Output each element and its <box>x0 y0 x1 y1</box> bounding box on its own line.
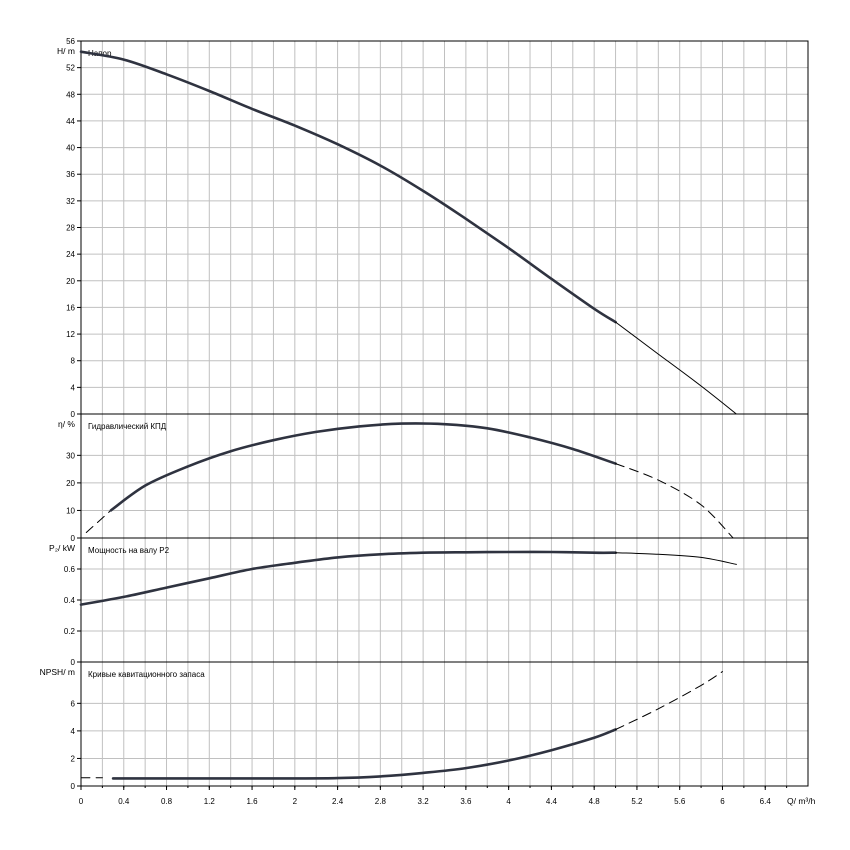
y-axis-label: P₂/ kW <box>49 543 75 553</box>
series-line-thick <box>109 422 617 512</box>
y-tick-label: 24 <box>66 250 75 259</box>
series-line-dashed <box>85 509 112 533</box>
panel-title: Мощность на валу P2 <box>88 546 170 555</box>
y-tick-label: 10 <box>66 506 75 515</box>
panel-title: Напор <box>88 49 112 58</box>
x-axis: 0 0.4 0.8 1.2 1.6 2 2.4 2.8 3.2 3.6 4 4.4 4.8 5.2 5.6 6… <box>79 786 816 806</box>
y-tick-label: 0.4 <box>64 596 76 605</box>
series-line-thin <box>615 321 737 415</box>
x-tick-label: 0 <box>79 797 84 806</box>
panel-3: 0 0.2 0.4 0.6 P₂/ kW Мощность на валу P2 <box>49 537 809 667</box>
y-tick-label: 44 <box>66 117 75 126</box>
x-tick-label: 4 <box>506 797 511 806</box>
x-tick-label: 6 <box>720 797 725 806</box>
x-tick-label: 4.4 <box>546 797 558 806</box>
series-line-thick <box>79 50 617 324</box>
y-tick-label: 2 <box>71 754 76 763</box>
series-line-dashed <box>615 671 723 730</box>
x-tick-label: 2 <box>293 797 298 806</box>
x-tick-label: 5.2 <box>631 797 643 806</box>
y-tick-label: 0 <box>71 534 76 543</box>
y-tick-label: 0 <box>71 658 76 667</box>
x-tick-label: 6.4 <box>760 797 772 806</box>
series-line-thick <box>79 550 617 606</box>
y-tick-label: 20 <box>66 277 75 286</box>
panel-title: Гидравлический КПД <box>88 422 167 431</box>
x-tick-label: 3.2 <box>418 797 430 806</box>
y-axis-label: NPSH/ m <box>40 667 75 677</box>
y-tick-label: 20 <box>66 479 75 488</box>
series-line-thin <box>615 552 737 565</box>
y-tick-label: 4 <box>71 383 76 392</box>
y-tick-label: 0 <box>71 410 76 419</box>
y-tick-label: 40 <box>66 144 75 153</box>
x-tick-label: 3.6 <box>460 797 472 806</box>
y-tick-label: 16 <box>66 303 75 312</box>
y-axis-label: H/ m <box>57 46 75 56</box>
y-tick-label: 30 <box>66 451 75 460</box>
y-tick-label: 0.6 <box>64 565 76 574</box>
y-tick-label: 0 <box>71 782 76 791</box>
y-tick-label: 6 <box>71 699 76 708</box>
x-tick-label: 5.6 <box>674 797 686 806</box>
y-tick-label: 12 <box>66 330 75 339</box>
x-tick-label: 2.8 <box>375 797 387 806</box>
x-tick-label: 1.6 <box>246 797 258 806</box>
y-tick-label: 48 <box>66 90 75 99</box>
x-tick-label: 0.8 <box>161 797 173 806</box>
y-tick-label: 56 <box>66 37 75 46</box>
panel-4: 0 2 4 6 NPSH/ m Кривые кавитационного запаса <box>40 661 809 791</box>
x-tick-label: 1.2 <box>204 797 216 806</box>
x-tick-label: 0.4 <box>118 797 130 806</box>
y-tick-label: 32 <box>66 197 75 206</box>
series-line-thick <box>111 728 617 780</box>
x-tick-label: 2.4 <box>332 797 344 806</box>
y-tick-label: 8 <box>71 357 76 366</box>
y-tick-label: 28 <box>66 224 75 233</box>
y-tick-label: 52 <box>66 64 75 73</box>
y-tick-label: 0.2 <box>64 627 76 636</box>
series-line-dashed <box>615 463 734 539</box>
y-tick-label: 4 <box>71 727 76 736</box>
y-tick-label: 36 <box>66 170 75 179</box>
x-tick-label: 4.8 <box>589 797 601 806</box>
y-axis-label: η/ % <box>58 419 75 429</box>
panel-title: Кривые кавитационного запаса <box>88 670 205 679</box>
panel-2: 0 10 20 30 η/ % Гидравлический КПД <box>58 413 809 543</box>
x-axis-label: Q/ m³/h <box>787 796 816 806</box>
